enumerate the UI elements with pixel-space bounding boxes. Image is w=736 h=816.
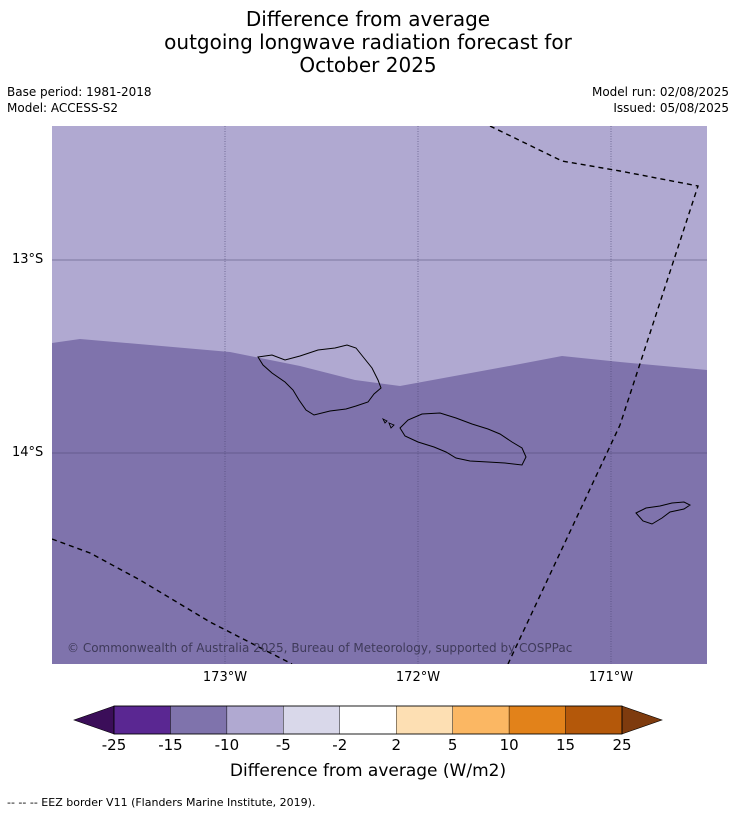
issued-date: Issued: 05/08/2025 [613,101,729,115]
colorbar-bin-3 [283,705,340,735]
colorbar-label: Difference from average (W/m2) [229,761,507,781]
colorbar-tick-label: 10 [499,736,519,754]
colorbar-bin-0 [113,705,171,735]
eez-border-south [52,538,293,664]
model-run: Model run: 02/08/2025 [591,85,729,99]
lon-label-171w: 171°W [588,670,634,685]
colorbar-bin-5 [396,705,453,735]
colorbar-frame [113,705,623,735]
base-period: Base period: 1981-2018 [7,85,152,99]
map-panel [52,126,707,664]
colorbar-bin-1 [170,705,228,735]
lon-label-172w: 172°W [395,670,441,685]
lon-label-173w: 173°W [202,670,248,685]
title-line-3: October 2025 [299,53,437,77]
savaii-island-outline [257,344,382,416]
meta-left: Base period: 1981-2018 Model: ACCESS-S2 [7,84,152,116]
tutuila-island-outline [635,501,691,525]
upolu-island-outline [399,412,527,466]
colorbar-tick-label: 5 [447,736,458,754]
colorbar-bin-4 [339,705,397,735]
meta-right: Model run: 02/08/2025 Issued: 05/08/2025 [592,84,729,116]
eez-border-east [489,126,699,664]
colorbar-bin-2 [226,705,284,735]
colorbar [73,705,663,735]
colorbar-bin-7 [508,705,566,735]
map-credit: © Commonwealth of Australia 2025, Bureau… [67,641,573,655]
title-line-2: outgoing longwave radiation forecast for [164,30,572,54]
colorbar-tick-label: -2 [332,736,348,754]
colorbar-tick-label: -5 [275,736,291,754]
colorbar-tick-label: 15 [556,736,576,754]
colorbar-bin-6 [452,705,510,735]
colorbar-tick-label: -10 [214,736,240,754]
colorbar-under-arrow [73,705,115,735]
colorbar-tick-label: -15 [158,736,183,754]
model-name: Model: ACCESS-S2 [7,101,119,115]
lat-label-14s: 14°S [12,445,44,460]
title-line-1: Difference from average [245,7,491,31]
colorbar-tick-label: -25 [101,736,127,754]
lat-label-13s: 13°S [12,252,44,267]
colorbar-tick-label: 25 [612,736,632,754]
colorbar-over-arrow [621,705,663,735]
colorbar-bin-8 [565,705,623,735]
colorbar-tick-label: 2 [391,736,401,754]
small-islets-outline [381,417,395,429]
chart-title: Difference from average outgoing longwav… [0,8,736,77]
anomaly-region-mid [52,339,707,664]
eez-footnote: -- -- -- EEZ border V11 (Flanders Marine… [7,796,316,809]
